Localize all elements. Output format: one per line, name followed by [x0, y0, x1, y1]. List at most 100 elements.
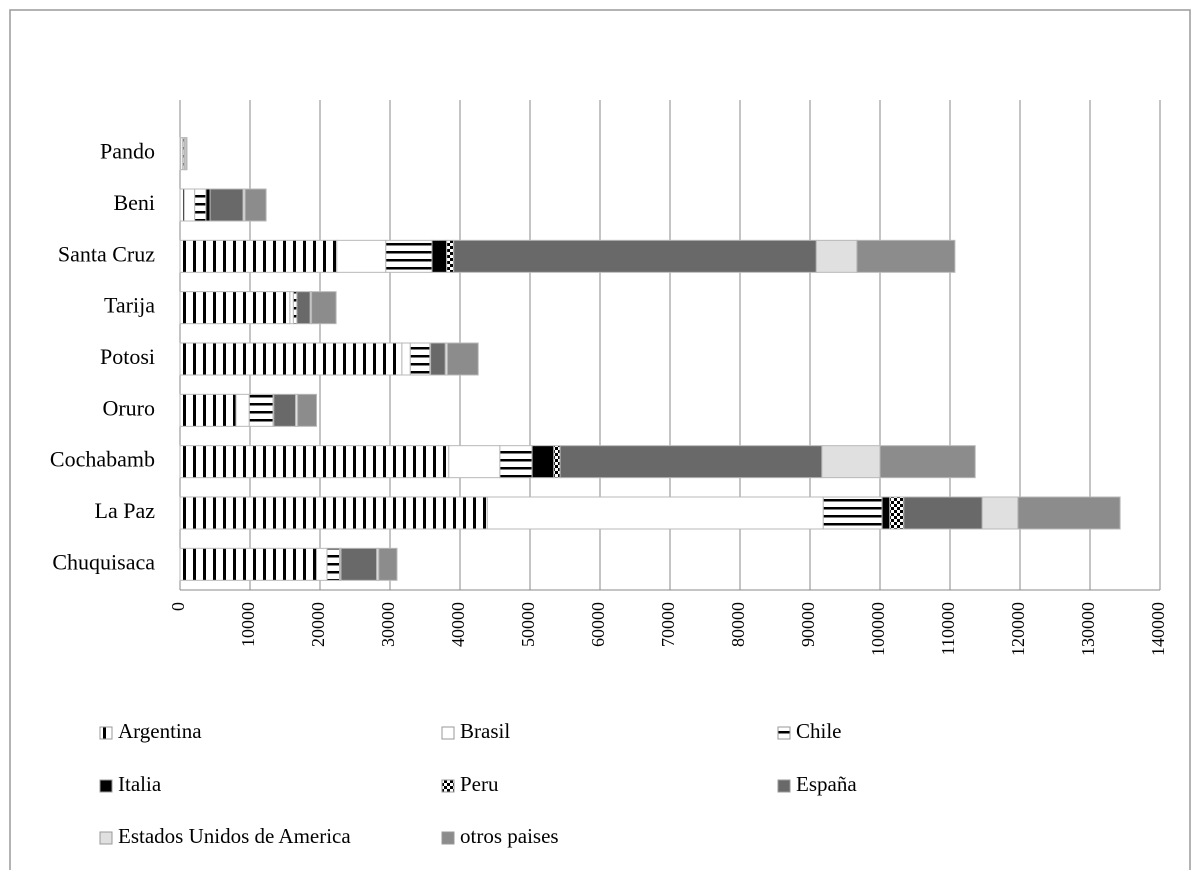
bar-segment: [559, 445, 823, 479]
bar-segment: [179, 393, 237, 427]
bar-segment: [183, 188, 196, 222]
bar-segment: [179, 291, 291, 325]
legend-swatch: [99, 831, 113, 845]
bar-segment: [273, 393, 296, 427]
bar-segment: [448, 445, 501, 479]
bar-segment: [292, 291, 298, 325]
y-tick-label: Potosi: [100, 344, 155, 369]
bar-segment: [179, 239, 338, 273]
legend-swatch: [777, 779, 791, 793]
bar-segment: [179, 342, 403, 376]
x-tick-label: 80000: [728, 602, 748, 647]
x-tick-label: 140000: [1148, 602, 1168, 656]
legend-label: España: [796, 772, 857, 796]
legend-label: Chile: [796, 719, 842, 743]
bar-segment: [486, 496, 824, 530]
bar-segment: [248, 393, 274, 427]
bar-segment: [981, 496, 1019, 530]
bar-segment: [821, 445, 881, 479]
x-tick-label: 40000: [448, 602, 468, 647]
x-tick-label: 100000: [868, 602, 888, 656]
legend-label: Argentina: [118, 719, 202, 743]
legend-label: Estados Unidos de America: [118, 824, 351, 848]
legend-swatch: [441, 831, 455, 845]
bar-segment: [446, 239, 455, 273]
x-tick-label: 70000: [658, 602, 678, 647]
x-tick-label: 110000: [938, 602, 958, 655]
bar-segment: [903, 496, 983, 530]
x-tick-label: 30000: [378, 602, 398, 647]
legend-item: Argentina: [99, 719, 202, 743]
x-tick-label: 50000: [518, 602, 538, 647]
bar-segment: [205, 188, 211, 222]
x-tick-label: 0: [168, 602, 188, 611]
bar-segment: [297, 393, 318, 427]
bar-segment: [244, 188, 267, 222]
legend-swatch: [99, 726, 113, 740]
bar-segment: [340, 547, 378, 581]
x-tick-label: 120000: [1008, 602, 1028, 656]
bar-segment: [453, 239, 817, 273]
bar-segment: [378, 547, 398, 581]
bar-segment: [311, 291, 337, 325]
bar-segment: [179, 188, 185, 222]
legend-item: Italia: [99, 772, 162, 796]
bar-segment: [553, 445, 561, 479]
legend-label: Peru: [460, 772, 499, 796]
y-tick-label: Pando: [100, 139, 155, 164]
bar-segment: [889, 496, 905, 530]
bar-segment: [179, 445, 450, 479]
y-tick-label: Beni: [113, 190, 155, 215]
legend-label: Italia: [118, 772, 162, 796]
bar-segment: [499, 445, 533, 479]
y-tick-label: Cochabamb: [50, 447, 155, 472]
x-tick-label: 20000: [308, 602, 328, 647]
legend-swatch: [99, 779, 113, 793]
bar-segment: [326, 547, 341, 581]
legend-item: Brasil: [441, 719, 510, 743]
bar-segment: [879, 445, 976, 479]
bar-segment: [235, 393, 250, 427]
bar-segment: [446, 342, 479, 376]
bar-segment: [856, 239, 956, 273]
legend-label: Brasil: [460, 719, 510, 743]
y-tick-label: Chuquisaca: [52, 549, 155, 574]
bar-segment: [209, 188, 244, 222]
legend-swatch: [777, 726, 791, 740]
bar-segment: [385, 239, 433, 273]
bar-segment: [531, 445, 555, 479]
bar-segment: [822, 496, 883, 530]
legend-item: Chile: [777, 719, 842, 743]
x-tick-label: 90000: [798, 602, 818, 647]
bar-segment: [185, 137, 188, 171]
bar-segment: [316, 547, 328, 581]
y-tick-label: Santa Cruz: [58, 241, 155, 266]
x-tick-label: 10000: [238, 602, 258, 647]
legend-swatch: [441, 779, 455, 793]
bar-segment: [194, 188, 207, 222]
bar-segment: [289, 291, 294, 325]
legend-item: Estados Unidos de America: [99, 824, 351, 848]
x-tick-label: 130000: [1078, 602, 1098, 656]
frame: [9, 9, 1191, 870]
y-tick-label: Oruro: [102, 395, 155, 420]
legend-item: España: [777, 772, 857, 796]
x-tick-label: 60000: [588, 602, 608, 647]
bar-segment: [409, 342, 431, 376]
legend-label: otros paises: [460, 824, 559, 848]
y-tick-label: La Paz: [95, 498, 156, 523]
bar-segment: [336, 239, 387, 273]
bar-segment: [1017, 496, 1121, 530]
bar-segment: [296, 291, 311, 325]
y-tick-label: Tarija: [104, 293, 155, 318]
bar-segment: [179, 547, 317, 581]
bar-segment: [815, 239, 858, 273]
legend-item: otros paises: [441, 824, 559, 848]
legend-swatch: [441, 726, 455, 740]
bar-segment: [430, 342, 446, 376]
bar-segment: [179, 496, 488, 530]
bar-segment: [431, 239, 448, 273]
bar-segment: [881, 496, 891, 530]
legend-item: Peru: [441, 772, 499, 796]
